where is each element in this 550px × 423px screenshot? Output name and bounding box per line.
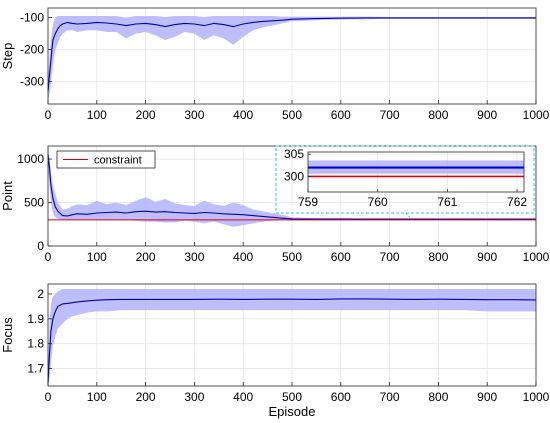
step-y-axis-label: Step bbox=[0, 43, 15, 70]
x-tick-label: 800 bbox=[428, 390, 448, 404]
focus-x-ticks: 0 100 200 300 400 500 600 700 800 900 1000 bbox=[45, 382, 550, 404]
inset-y-tick-label: 305 bbox=[284, 147, 304, 161]
y-tick-label: 1.7 bbox=[27, 362, 44, 376]
x-tick-label: 400 bbox=[233, 108, 253, 122]
y-tick-label: -200 bbox=[20, 43, 44, 57]
zoom-connector-line bbox=[405, 212, 412, 220]
y-tick-label: 1000 bbox=[17, 152, 44, 166]
x-tick-label: 1000 bbox=[523, 108, 550, 122]
x-tick-label: 400 bbox=[233, 390, 253, 404]
x-tick-label: 300 bbox=[184, 108, 204, 122]
mean-line bbox=[47, 298, 537, 384]
focus-y-ticks: 1.7 1.8 1.9 2 bbox=[27, 287, 52, 376]
x-tick-label: 300 bbox=[184, 250, 204, 264]
inset-content bbox=[307, 152, 524, 192]
x-tick-label: 300 bbox=[184, 390, 204, 404]
point-legend: constraint bbox=[56, 150, 156, 169]
x-tick-label: 700 bbox=[380, 108, 400, 122]
x-tick-label: 500 bbox=[282, 250, 302, 264]
y-tick-label: 1.9 bbox=[27, 312, 44, 326]
inset-x-tick-label: 760 bbox=[368, 195, 388, 209]
x-tick-label: 400 bbox=[233, 250, 253, 264]
x-tick-label: 600 bbox=[331, 250, 351, 264]
x-tick-label: 600 bbox=[331, 108, 351, 122]
focus-x-axis-label: Episode bbox=[269, 404, 316, 419]
step-panel: 0 100 200 300 400 500 600 700 800 900 1000 -300 -20… bbox=[0, 7, 550, 122]
std-band bbox=[48, 16, 536, 103]
x-tick-label: 0 bbox=[45, 390, 52, 404]
x-tick-label: 700 bbox=[380, 390, 400, 404]
x-tick-label: 900 bbox=[477, 108, 497, 122]
inset-chart: 759 760 761 762 300 305 bbox=[284, 147, 527, 209]
x-tick-label: 0 bbox=[45, 108, 52, 122]
y-tick-label: -300 bbox=[20, 75, 44, 89]
y-tick-label: 0 bbox=[37, 239, 44, 253]
inset-y-ticks: 300 305 bbox=[284, 147, 311, 183]
point-y-ticks: 0 500 1000 bbox=[17, 152, 52, 253]
focus-std-band bbox=[48, 289, 536, 386]
x-tick-label: 600 bbox=[331, 390, 351, 404]
std-band bbox=[48, 289, 536, 386]
inset-x-tick-label: 759 bbox=[298, 195, 318, 209]
focus-y-axis-label: Focus bbox=[0, 317, 15, 353]
x-tick-label: 700 bbox=[380, 250, 400, 264]
y-tick-label: -100 bbox=[20, 11, 44, 25]
x-tick-label: 800 bbox=[428, 108, 448, 122]
x-tick-label: 1000 bbox=[523, 250, 550, 264]
point-panel: 0 100 200 300 400 500 600 700 800 900 1000 0 500 100… bbox=[0, 145, 550, 264]
focus-mean-line bbox=[47, 298, 537, 384]
point-std-band bbox=[48, 146, 536, 227]
x-tick-label: 500 bbox=[282, 390, 302, 404]
point-y-axis-label: Point bbox=[0, 181, 15, 211]
inset-x-ticks: 759 760 761 762 bbox=[298, 189, 527, 209]
point-mean-line bbox=[47, 154, 536, 220]
inset-y-tick-label: 300 bbox=[284, 169, 304, 183]
mean-line bbox=[47, 17, 536, 92]
zoom-region-box bbox=[275, 145, 535, 214]
x-tick-label: 200 bbox=[136, 250, 156, 264]
legend-label-constraint: constraint bbox=[94, 155, 142, 167]
zoom-indicator bbox=[275, 145, 535, 220]
y-tick-label: 500 bbox=[24, 196, 44, 210]
x-tick-label: 0 bbox=[45, 250, 52, 264]
legend-box bbox=[56, 150, 156, 169]
x-tick-label: 1000 bbox=[523, 390, 550, 404]
step-std-band bbox=[48, 16, 536, 103]
std-band bbox=[48, 146, 536, 227]
x-tick-label: 100 bbox=[87, 390, 107, 404]
x-tick-label: 200 bbox=[136, 390, 156, 404]
x-tick-label: 500 bbox=[282, 108, 302, 122]
x-tick-label: 100 bbox=[87, 108, 107, 122]
y-tick-label: 2 bbox=[37, 287, 44, 301]
x-tick-label: 200 bbox=[136, 108, 156, 122]
inset-x-tick-label: 761 bbox=[437, 195, 457, 209]
inset-axes-frame bbox=[307, 151, 525, 193]
step-mean-line bbox=[47, 17, 536, 92]
x-tick-label: 100 bbox=[87, 250, 107, 264]
point-x-ticks: 0 100 200 300 400 500 600 700 800 900 1000 bbox=[45, 242, 550, 264]
mean-line bbox=[47, 154, 536, 220]
y-tick-label: 1.8 bbox=[27, 337, 44, 351]
x-tick-label: 900 bbox=[477, 390, 497, 404]
focus-panel: 0 100 200 300 400 500 600 700 800 900 1000 1.71.81… bbox=[0, 283, 550, 419]
x-tick-label: 900 bbox=[477, 250, 497, 264]
inset-x-tick-label: 762 bbox=[507, 195, 527, 209]
step-y-ticks: -300 -200 -100 bbox=[20, 11, 52, 89]
x-tick-label: 800 bbox=[428, 250, 448, 264]
step-x-ticks: 0 100 200 300 400 500 600 700 800 900 1000 bbox=[45, 100, 550, 122]
